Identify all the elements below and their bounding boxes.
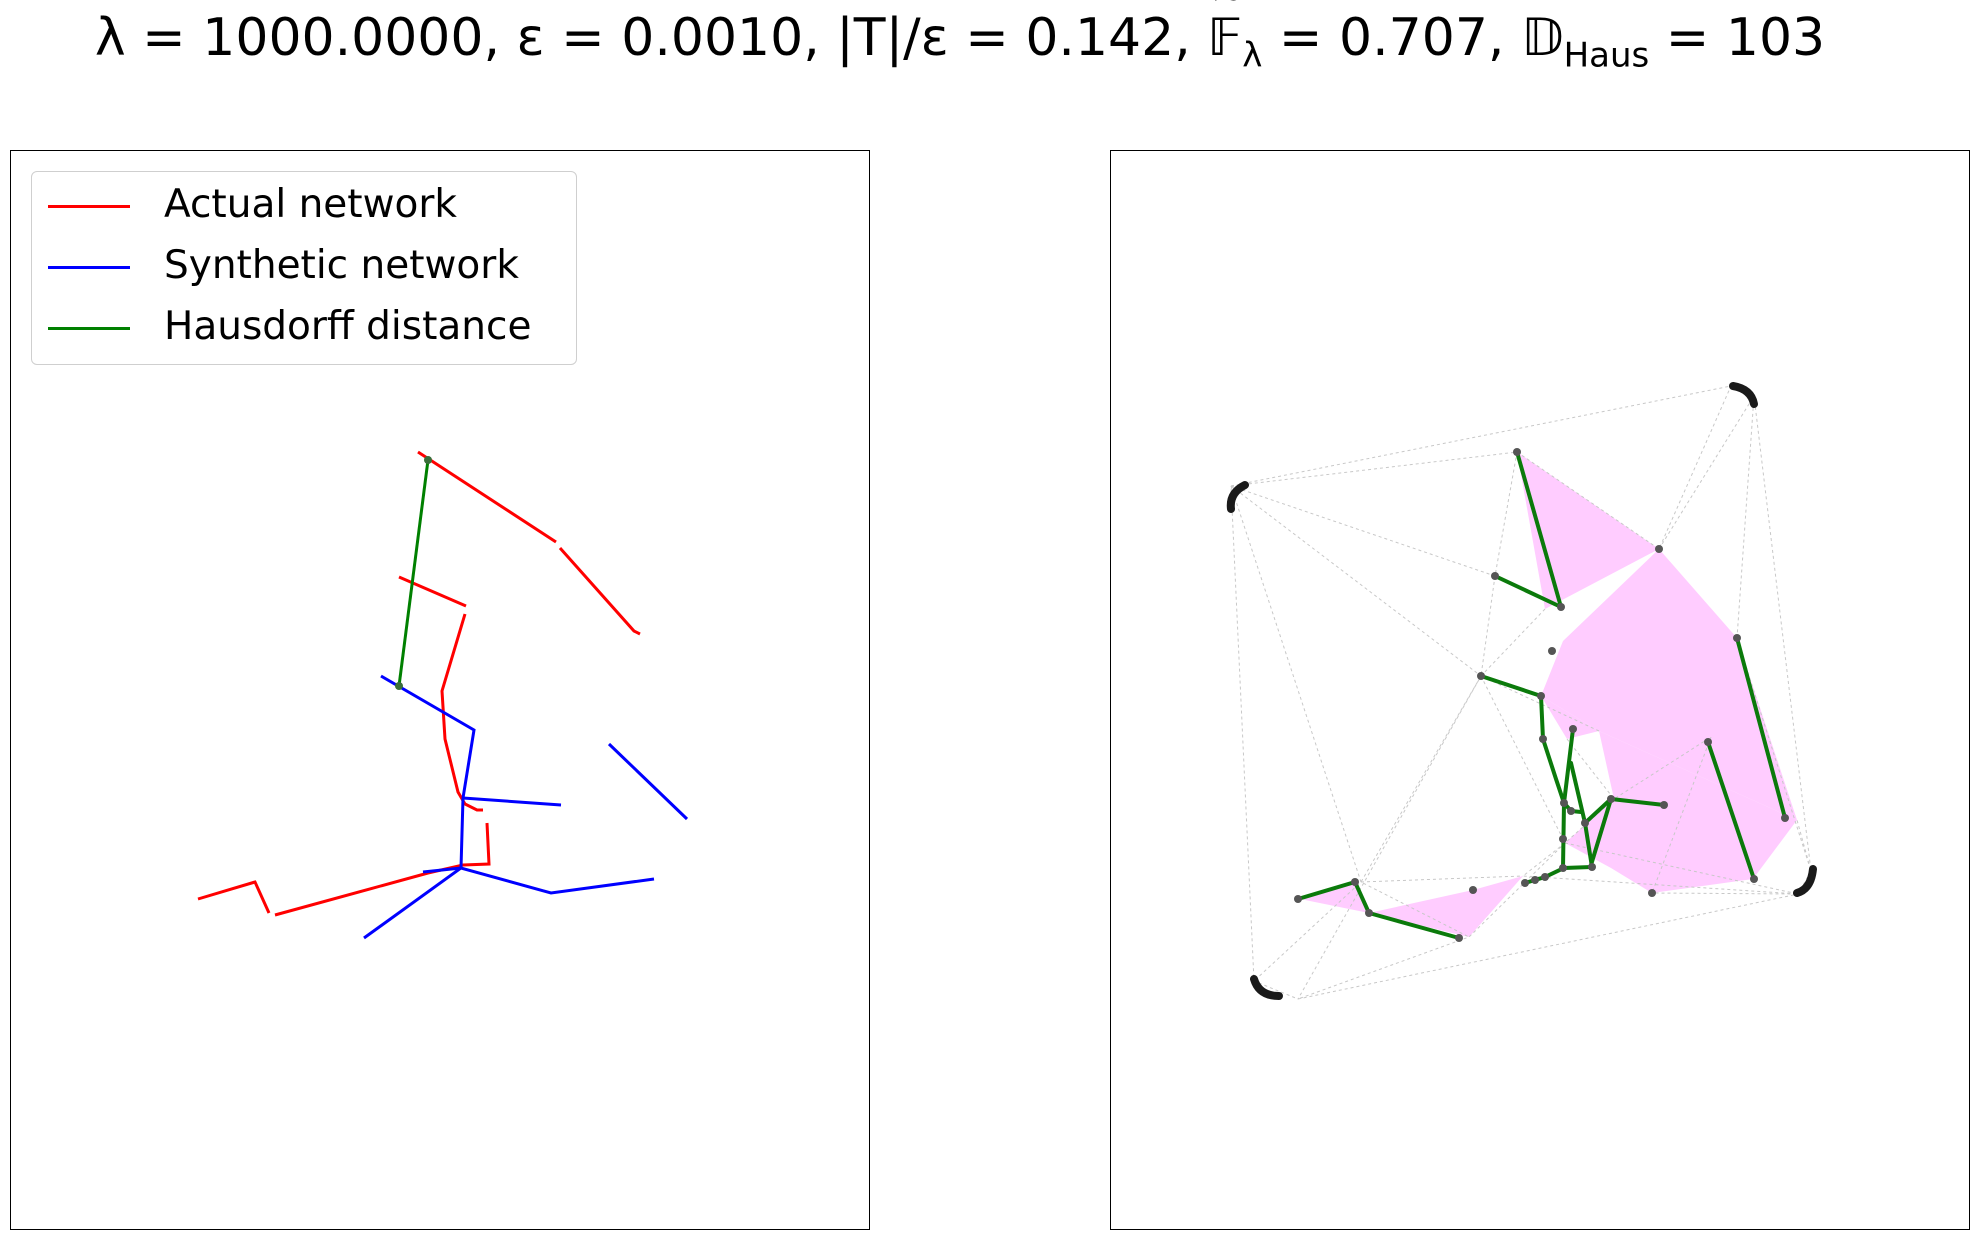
legend-swatch: [48, 327, 130, 330]
node: [1469, 886, 1477, 894]
mesh-edge: [1566, 736, 1712, 800]
node: [1559, 864, 1567, 872]
node: [1660, 801, 1668, 809]
node: [1581, 819, 1589, 827]
node: [1513, 448, 1521, 456]
node: [1541, 873, 1549, 881]
node: [1557, 603, 1565, 611]
boundary-arcs: [1226, 382, 1817, 1000]
corner-arc: [1226, 481, 1249, 513]
title-f-value: = 0.707,: [1262, 8, 1521, 68]
current-edge: [1515, 450, 1563, 609]
mesh-edge: [1651, 736, 1712, 894]
shaded-region: [1300, 882, 1369, 913]
current-edge: [1479, 674, 1543, 698]
network-plot: [197, 450, 689, 940]
mesh-edge: [1360, 575, 1496, 938]
node: [1491, 572, 1499, 580]
hausdorff-endpoint: [395, 682, 403, 690]
legend-item-synthetic: Synthetic network: [32, 237, 576, 297]
legend-label: Actual network: [164, 182, 457, 227]
node: [1750, 875, 1758, 883]
legend-swatch: [48, 205, 130, 208]
current-edge: [1561, 727, 1575, 870]
corner-arc: [1729, 382, 1758, 408]
node: [1655, 545, 1663, 553]
flat-norm-regions: [1300, 452, 1797, 937]
mesh-edge: [1480, 675, 1600, 732]
network-comparison-panel: Actual network Synthetic network Hausdor…: [10, 150, 870, 1230]
shaded-region: [1565, 731, 1797, 893]
figure-title: λ = 1000.0000, ε = 0.0010, |T|/ε = 0.142…: [0, 0, 1920, 76]
legend-item-actual: Actual network: [32, 176, 576, 236]
legend: Actual network Synthetic network Hausdor…: [31, 171, 577, 365]
node: [1455, 934, 1463, 942]
mesh-edge: [1230, 451, 1518, 577]
current-edge: [1367, 911, 1461, 940]
synthetic-edge: [607, 742, 689, 821]
title-d-subscript: Haus: [1563, 35, 1650, 76]
actual-edge: [398, 575, 467, 608]
mesh-edge: [1297, 675, 1566, 1000]
node: [1531, 876, 1539, 884]
mesh-edge: [1360, 875, 1524, 883]
title-params: λ = 1000.0000, ε = 0.0010, |T|/ε = 0.142…: [94, 8, 1208, 68]
actual-edge: [417, 450, 557, 544]
synthetic-edge: [462, 796, 562, 807]
synthetic-edge: [363, 674, 476, 940]
node: [1294, 895, 1302, 903]
title-f-symbol: ~𝔽: [1207, 0, 1245, 68]
corner-arc: [1250, 975, 1283, 1000]
node: [1539, 735, 1547, 743]
node: [1351, 878, 1359, 886]
legend-item-hausdorff: Hausdorff distance: [32, 298, 576, 358]
node: [1607, 795, 1615, 803]
hausdorff-endpoint: [424, 456, 432, 464]
node: [1567, 807, 1575, 815]
synthetic-edge: [422, 866, 655, 895]
node: [1704, 738, 1712, 746]
node: [1569, 725, 1577, 733]
legend-label: Hausdorff distance: [164, 304, 532, 349]
current-edge: [1706, 740, 1756, 881]
node: [1559, 835, 1567, 843]
node: [1521, 879, 1529, 887]
mesh-edge: [1480, 608, 1546, 697]
node: [1588, 863, 1596, 871]
actual-edge: [274, 822, 491, 917]
node: [1537, 692, 1545, 700]
node: [1477, 672, 1485, 680]
node: [1548, 647, 1556, 655]
title-f-subscript: λ: [1242, 35, 1263, 76]
node: [1560, 799, 1568, 807]
hausdorff-line: [397, 459, 430, 687]
actual-edge: [197, 880, 271, 914]
current-edge: [1569, 761, 1666, 827]
title-d-value: = 103: [1649, 8, 1826, 68]
mesh-edge: [1564, 842, 1799, 895]
triangulation-edges: [1230, 385, 1812, 1000]
shaded-region: [1541, 549, 1797, 820]
title-d-symbol: 𝔻: [1520, 8, 1564, 68]
node: [1781, 814, 1789, 822]
node: [1648, 889, 1656, 897]
synthetic-network: [363, 674, 689, 940]
corner-arc: [1793, 865, 1817, 897]
legend-label: Synthetic network: [164, 243, 519, 288]
triangulation-plot: [1226, 382, 1817, 1000]
current-edge: [1493, 574, 1563, 609]
hausdorff-segment: [395, 456, 432, 690]
actual-network: [197, 450, 641, 917]
node: [1365, 909, 1373, 917]
legend-swatch: [48, 266, 130, 269]
current-edge: [1735, 636, 1787, 820]
triangulation-panel: [1110, 150, 1970, 1230]
current-edge: [1589, 797, 1613, 867]
node: [1733, 634, 1741, 642]
mesh-edge: [1230, 385, 1732, 550]
mesh-edge: [1230, 385, 1812, 1000]
actual-edge: [440, 613, 483, 812]
actual-edge: [558, 547, 641, 636]
mesh-nodes: [1294, 448, 1789, 942]
